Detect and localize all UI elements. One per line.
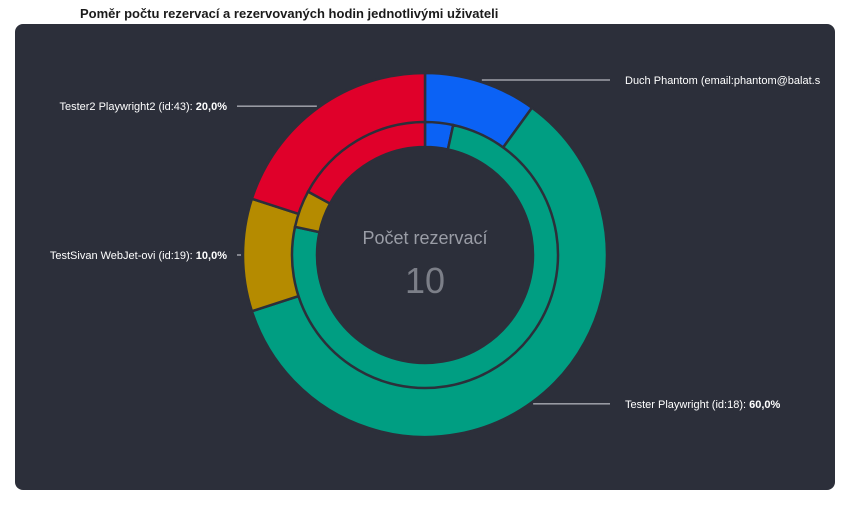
slice-label-name-1: Tester Playwright (id:18): [625, 399, 749, 411]
donut-chart: Duch Phantom (email:phantom@balat.s Teste… [50, 71, 821, 439]
inner-slice-1[interactable] [290, 123, 560, 390]
slice-labels: Duch Phantom (email:phantom@balat.s Teste… [50, 75, 821, 411]
outer-ring [241, 71, 609, 439]
inner-slice-3[interactable] [306, 120, 427, 206]
slice-label-name-2: TestSivan WebJet-ovi (id:19): [50, 250, 196, 262]
chart-title: Poměr počtu rezervací a rezervovaných ho… [80, 6, 499, 21]
chart-panel: Duch Phantom (email:phantom@balat.s Teste… [15, 24, 835, 490]
slice-label-3: Tester2 Playwright2 (id:43): 20,0% [59, 101, 227, 113]
inner-ring [290, 120, 560, 390]
slice-label-1: Tester Playwright (id:18): 60,0% [625, 399, 781, 411]
slice-label-value-2: 10,0% [196, 250, 227, 262]
center-value: 10 [404, 260, 446, 301]
slice-label-value-1: 60,0% [749, 399, 780, 411]
slice-label-name-0: Duch Phantom (email:phantom@balat.s [625, 75, 821, 87]
center-title: Počet rezervací [362, 228, 488, 248]
slice-label-name-3: Tester2 Playwright2 (id:43): [59, 101, 195, 113]
slice-label-0: Duch Phantom (email:phantom@balat.s [625, 75, 821, 87]
slice-label-value-3: 20,0% [196, 101, 227, 113]
slice-label-2: TestSivan WebJet-ovi (id:19): 10,0% [50, 250, 227, 262]
